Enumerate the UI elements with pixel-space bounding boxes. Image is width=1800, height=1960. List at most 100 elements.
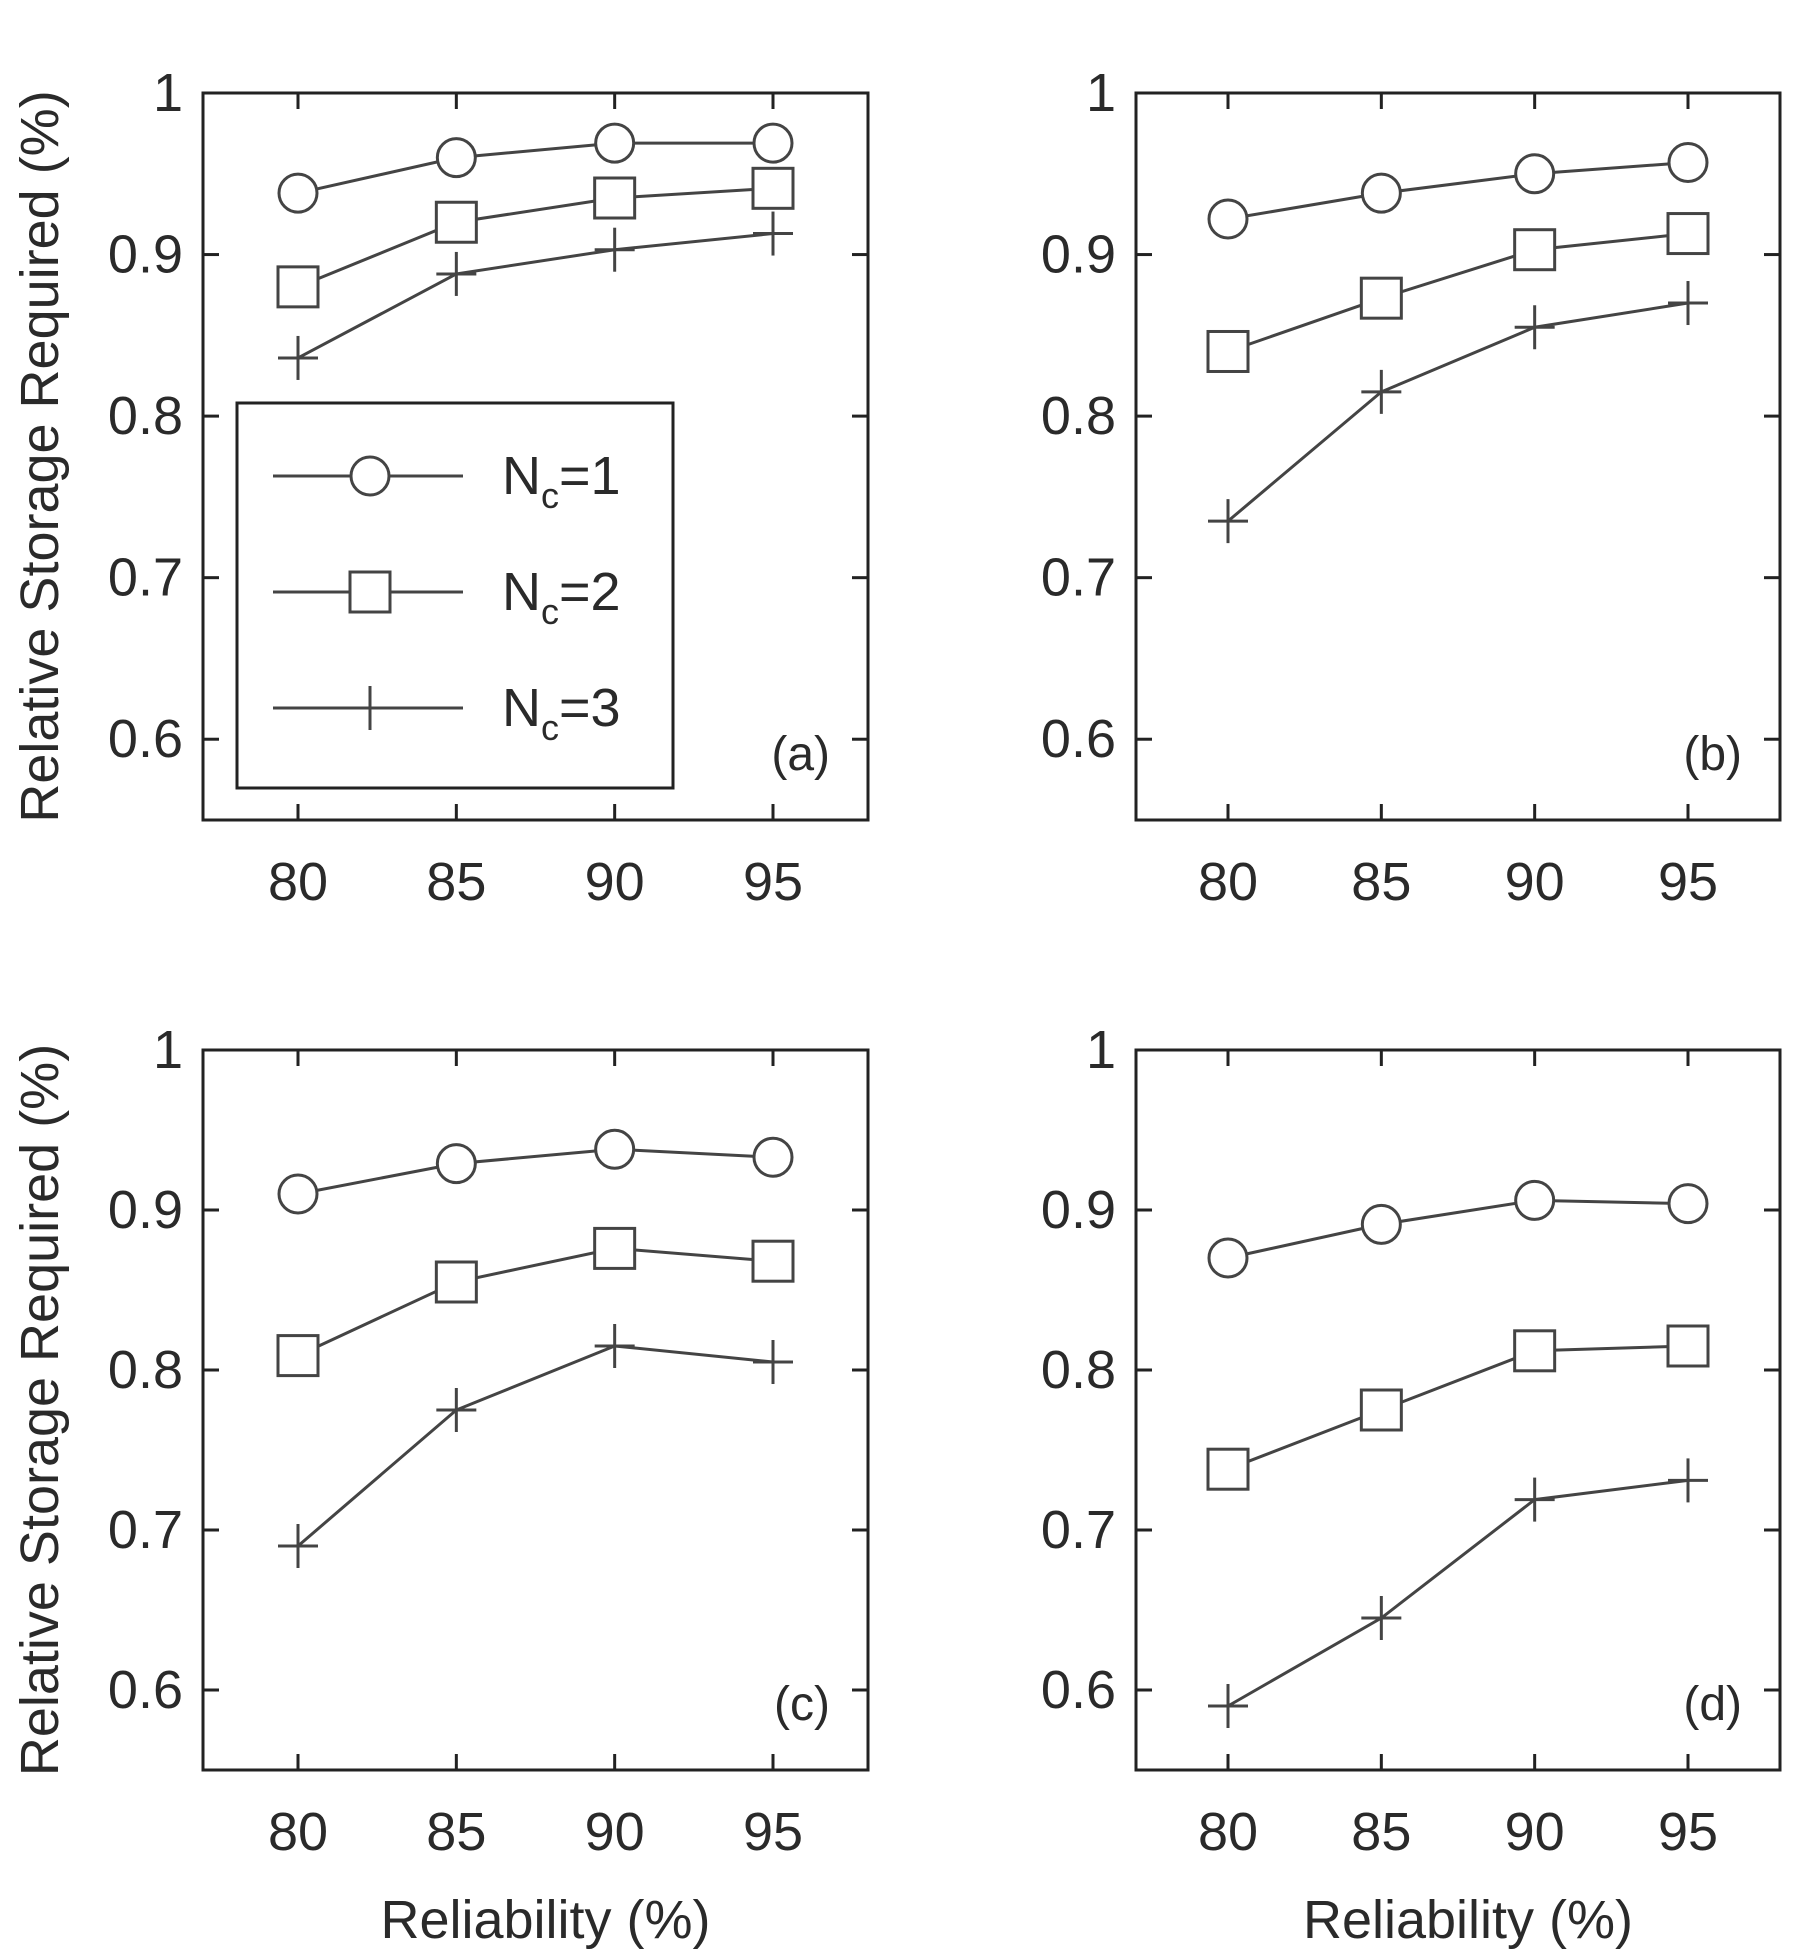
series-line-2 xyxy=(1227,1344,1689,1471)
series-line-1 xyxy=(1227,1198,1689,1260)
data-point-circle xyxy=(1207,198,1249,240)
y-tick-label: 0.7 xyxy=(108,1500,183,1560)
y-tick-label: 1 xyxy=(1086,1020,1116,1080)
y-tick-label: 0.8 xyxy=(1041,1340,1116,1400)
legend-box xyxy=(235,401,675,790)
panel-label: (d) xyxy=(1683,1678,1742,1731)
series-line-2 xyxy=(297,1246,774,1357)
data-point-plus xyxy=(594,1324,635,1368)
data-point-square xyxy=(434,1260,478,1304)
chart-panel-d: 0.6 0.7 0.8 0.9 1 80 85 90 95 Reliability (%) (d) xyxy=(1041,1020,1782,1950)
x-tick-label: 80 xyxy=(268,1802,328,1862)
data-point-plus xyxy=(1668,1458,1708,1503)
data-point-square xyxy=(1206,329,1250,373)
data-point-circle xyxy=(752,122,794,164)
data-point-circle xyxy=(1360,172,1402,214)
y-tick-label: 0.6 xyxy=(108,1660,183,1720)
data-point-plus xyxy=(1361,1596,1402,1640)
x-tick-label: 85 xyxy=(1351,852,1411,912)
data-point-circle xyxy=(277,172,319,214)
panel-label: (a) xyxy=(771,728,830,781)
data-point-square xyxy=(1206,1447,1250,1491)
plot-area-frame xyxy=(1134,1048,1782,1772)
x-tick-label: 85 xyxy=(426,852,486,912)
data-point-circle xyxy=(435,137,477,179)
series-line-3 xyxy=(297,232,774,360)
data-point-square xyxy=(593,176,637,220)
legend-label: Nc=2 xyxy=(502,562,621,632)
data-point-plus xyxy=(1361,369,1402,414)
data-point-circle xyxy=(277,1173,319,1215)
legend-label: Nc=3 xyxy=(502,678,621,748)
series-line-1 xyxy=(297,1147,774,1196)
data-point-circle xyxy=(594,1128,636,1170)
x-tick-label: 80 xyxy=(1198,1802,1258,1862)
data-point-circle xyxy=(1667,141,1709,183)
data-point-plus xyxy=(753,1340,793,1384)
data-point-plus xyxy=(1208,499,1248,544)
data-point-plus xyxy=(278,1524,318,1568)
chart-panel-c: 0.6 0.7 0.8 0.9 1 80 85 90 95 Relative Storage Re… xyxy=(10,1020,870,1950)
y-tick-label: 1 xyxy=(153,63,183,123)
data-point-plus xyxy=(1514,305,1555,350)
y-tick-label: 1 xyxy=(1086,63,1116,123)
data-point-plus xyxy=(436,251,477,296)
x-tick-label: 90 xyxy=(1505,852,1565,912)
plot-area-frame xyxy=(201,1048,870,1772)
data-point-plus xyxy=(594,227,635,272)
y-axis-label: Relative Storage Required (%) xyxy=(10,90,70,822)
y-tick-label: 0.7 xyxy=(1041,548,1116,608)
x-axis-label: Reliability (%) xyxy=(1303,1890,1633,1950)
data-point-circle xyxy=(1207,1237,1249,1279)
chart-panel-a: 0.6 0.7 0.8 0.9 1 80 85 90 95 Relative Storage Re… xyxy=(10,63,870,912)
legend-label: Nc=1 xyxy=(502,446,621,516)
y-tick-label: 0.6 xyxy=(108,709,183,769)
y-tick-label: 1 xyxy=(153,1020,183,1080)
data-point-circle xyxy=(1667,1183,1709,1225)
legend-item-1: Nc=1 xyxy=(273,446,621,516)
series-line-1 xyxy=(1227,160,1689,221)
data-point-square xyxy=(1359,1388,1403,1432)
data-point-square xyxy=(1513,228,1557,272)
legend-marker-square xyxy=(348,570,392,614)
series-line-3 xyxy=(1227,1478,1689,1708)
y-tick-label: 0.9 xyxy=(1041,225,1116,285)
data-point-plus xyxy=(753,211,793,256)
legend: Nc=1 Nc=2 Nc=3 xyxy=(235,401,675,790)
x-tick-label: 95 xyxy=(743,852,803,912)
series-line-3 xyxy=(1227,301,1689,523)
y-tick-label: 0.9 xyxy=(108,1180,183,1240)
data-point-square xyxy=(1513,1329,1557,1373)
series-line-3 xyxy=(297,1344,774,1548)
data-point-square xyxy=(276,265,320,309)
y-tick-label: 0.6 xyxy=(1041,709,1116,769)
x-tick-label: 85 xyxy=(1351,1802,1411,1862)
data-point-plus xyxy=(1208,1684,1248,1728)
series-line-1 xyxy=(297,141,773,195)
x-tick-label: 95 xyxy=(1658,1802,1718,1862)
data-point-circle xyxy=(1514,153,1556,195)
legend-item-2: Nc=2 xyxy=(273,562,621,632)
panel-label: (c) xyxy=(774,1678,830,1731)
data-point-circle xyxy=(752,1136,794,1178)
data-point-square xyxy=(434,200,478,244)
data-point-square xyxy=(751,166,795,210)
data-point-circle xyxy=(435,1143,477,1185)
y-tick-label: 0.7 xyxy=(108,548,183,608)
data-point-plus xyxy=(278,335,318,380)
legend-item-3: Nc=3 xyxy=(273,678,621,748)
data-point-plus xyxy=(1668,281,1708,326)
data-point-square xyxy=(1666,1324,1710,1368)
series-line-2 xyxy=(1227,232,1689,353)
y-axis-label: Relative Storage Required (%) xyxy=(10,1044,70,1776)
data-point-circle xyxy=(594,122,636,164)
data-point-circle xyxy=(1514,1179,1556,1221)
y-tick-label: 0.9 xyxy=(108,225,183,285)
x-tick-label: 80 xyxy=(1198,852,1258,912)
data-point-square xyxy=(1359,276,1403,320)
y-tick-label: 0.9 xyxy=(1041,1180,1116,1240)
plot-area-frame xyxy=(201,91,870,822)
data-point-square xyxy=(593,1226,637,1270)
data-point-square xyxy=(276,1334,320,1378)
